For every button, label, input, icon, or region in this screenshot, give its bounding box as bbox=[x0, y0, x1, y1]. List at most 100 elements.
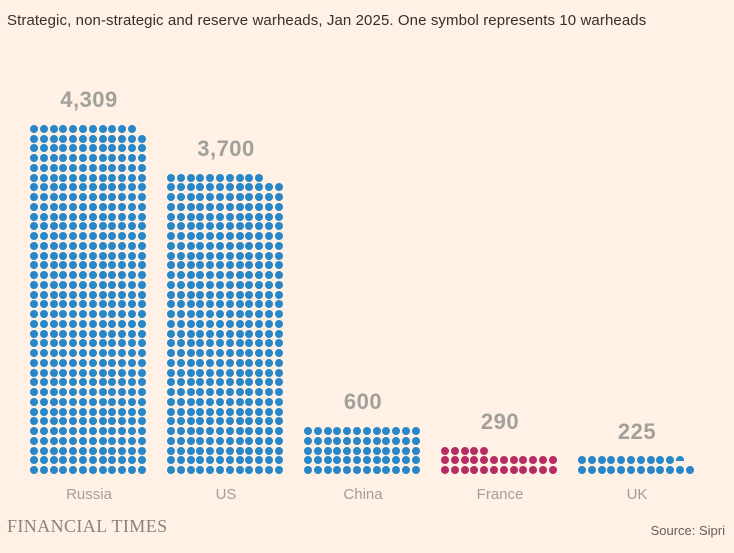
warhead-dot bbox=[538, 456, 547, 465]
warhead-dot bbox=[39, 397, 48, 406]
warhead-dot bbox=[186, 349, 195, 358]
warhead-dot bbox=[88, 378, 97, 387]
warhead-dot bbox=[245, 319, 254, 328]
dot-row bbox=[167, 387, 285, 397]
warhead-dot bbox=[176, 456, 185, 465]
warhead-dot bbox=[88, 436, 97, 445]
warhead-dot bbox=[450, 456, 459, 465]
country-column-france: 290 France bbox=[441, 409, 559, 505]
warhead-dot bbox=[69, 271, 78, 280]
warhead-dot bbox=[69, 407, 78, 416]
warhead-dot bbox=[98, 261, 107, 270]
warhead-dot bbox=[59, 456, 68, 465]
warhead-dot bbox=[39, 319, 48, 328]
warhead-dot bbox=[59, 290, 68, 299]
warhead-dot bbox=[186, 407, 195, 416]
warhead-dot bbox=[235, 222, 244, 231]
warhead-dot bbox=[176, 378, 185, 387]
dot-row bbox=[30, 183, 148, 193]
warhead-dot bbox=[108, 183, 117, 192]
warhead-dot bbox=[88, 173, 97, 182]
warhead-dot bbox=[215, 212, 224, 221]
warhead-dot bbox=[235, 358, 244, 367]
warhead-dot bbox=[78, 349, 87, 358]
warhead-dot bbox=[167, 241, 175, 250]
warhead-dot bbox=[39, 193, 48, 202]
warhead-dot bbox=[215, 319, 224, 328]
warhead-dot bbox=[59, 378, 68, 387]
dot-row bbox=[167, 183, 285, 193]
warhead-dot bbox=[69, 202, 78, 211]
warhead-dot bbox=[255, 319, 264, 328]
warhead-dot bbox=[636, 466, 645, 475]
warhead-dot bbox=[255, 212, 264, 221]
warhead-dot bbox=[69, 358, 78, 367]
warhead-dot bbox=[167, 456, 175, 465]
warhead-dot bbox=[206, 339, 215, 348]
warhead-dot bbox=[78, 446, 87, 455]
warhead-dot bbox=[127, 310, 136, 319]
dot-row bbox=[30, 251, 148, 261]
warhead-dot bbox=[392, 427, 401, 436]
warhead-dot bbox=[225, 290, 234, 299]
warhead-dot bbox=[264, 290, 273, 299]
warhead-dot bbox=[108, 378, 117, 387]
warhead-dot bbox=[127, 388, 136, 397]
warhead-dot bbox=[59, 280, 68, 289]
dot-row bbox=[30, 456, 148, 466]
warhead-dot bbox=[538, 466, 547, 475]
dot-row bbox=[167, 465, 285, 475]
warhead-dot bbox=[215, 271, 224, 280]
warhead-dot bbox=[617, 466, 626, 475]
warhead-dot bbox=[59, 193, 68, 202]
warhead-dot bbox=[137, 202, 146, 211]
warhead-dot bbox=[39, 163, 48, 172]
warhead-dot bbox=[167, 271, 175, 280]
warhead-dot bbox=[206, 290, 215, 299]
warhead-dot bbox=[196, 427, 205, 436]
warhead-dot bbox=[78, 436, 87, 445]
warhead-dot bbox=[98, 466, 107, 475]
warhead-dot bbox=[127, 417, 136, 426]
warhead-dot bbox=[372, 446, 381, 455]
warhead-dot bbox=[69, 241, 78, 250]
warhead-dot bbox=[225, 202, 234, 211]
warhead-dot bbox=[519, 456, 528, 465]
warhead-dot bbox=[264, 368, 273, 377]
warhead-dot bbox=[69, 349, 78, 358]
warhead-dot bbox=[49, 456, 58, 465]
warhead-dot bbox=[255, 427, 264, 436]
warhead-dot bbox=[49, 417, 58, 426]
warhead-dot bbox=[460, 446, 469, 455]
warhead-dot bbox=[626, 456, 635, 465]
dot-grid bbox=[304, 426, 422, 475]
dot-row bbox=[30, 163, 148, 173]
dot-row bbox=[30, 222, 148, 232]
warhead-dot bbox=[176, 222, 185, 231]
warhead-dot bbox=[196, 241, 205, 250]
warhead-dot bbox=[167, 358, 175, 367]
warhead-dot bbox=[215, 193, 224, 202]
warhead-dot bbox=[98, 456, 107, 465]
warhead-dot bbox=[333, 436, 342, 445]
warhead-dot bbox=[274, 329, 283, 338]
warhead-dot bbox=[362, 436, 371, 445]
warhead-dot bbox=[245, 378, 254, 387]
warhead-dot bbox=[333, 446, 342, 455]
warhead-dot bbox=[206, 456, 215, 465]
warhead-dot bbox=[587, 466, 596, 475]
warhead-dot bbox=[225, 358, 234, 367]
warhead-dot bbox=[127, 427, 136, 436]
warhead-dot bbox=[108, 446, 117, 455]
warhead-dot bbox=[30, 339, 38, 348]
warhead-dot bbox=[118, 202, 127, 211]
warhead-dot bbox=[206, 222, 215, 231]
dot-grid bbox=[30, 124, 148, 475]
warhead-dot bbox=[78, 261, 87, 270]
warhead-dot bbox=[489, 466, 498, 475]
dot-row bbox=[30, 319, 148, 329]
warhead-dot bbox=[313, 466, 322, 475]
warhead-dot bbox=[137, 378, 146, 387]
warhead-dot bbox=[137, 427, 146, 436]
warhead-dot bbox=[88, 232, 97, 241]
